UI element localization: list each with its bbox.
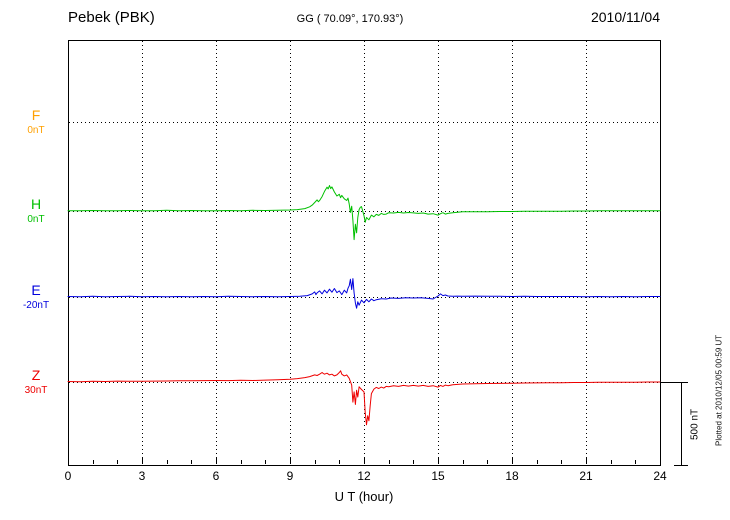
series-offset-Z: 30nT [24,385,48,396]
series-offset-E: -20nT [22,300,50,311]
series-label-E-group: E -20nT [8,281,64,312]
series-letter-H: H [30,196,42,212]
series-label-Z-group: Z 30nT [8,366,64,397]
series-label-F-group: F 0nT [8,106,64,137]
x-tick-label: 18 [505,469,519,483]
station-name: Pebek (PBK) [68,9,155,26]
x-axis-label: U T (hour) [334,489,394,504]
x-tick-label: 21 [579,469,593,483]
scale-bar-label: 500 nT [689,408,701,440]
x-tick-label: 24 [653,469,667,483]
x-tick-label: 6 [212,469,220,483]
x-tick-label: 0 [64,469,72,483]
series-letter-Z: Z [31,367,41,383]
geographic-coordinates: GG ( 70.09°, 170.93°) [296,13,404,25]
series-label-H-group: H 0nT [8,195,64,226]
x-tick-label: 15 [431,469,445,483]
plotted-at-note: Plotted at 2010/12/05 00:59 UT [714,334,724,446]
x-tick-label: 3 [138,469,146,483]
series-offset-F: 0nT [27,125,45,136]
x-tick-label: 9 [286,469,294,483]
series-offset-H: 0nT [27,214,45,225]
series-letter-E: E [31,282,41,298]
plot-date: 2010/11/04 [590,9,660,25]
x-tick-label: 12 [357,469,371,483]
series-letter-F: F [31,107,41,123]
